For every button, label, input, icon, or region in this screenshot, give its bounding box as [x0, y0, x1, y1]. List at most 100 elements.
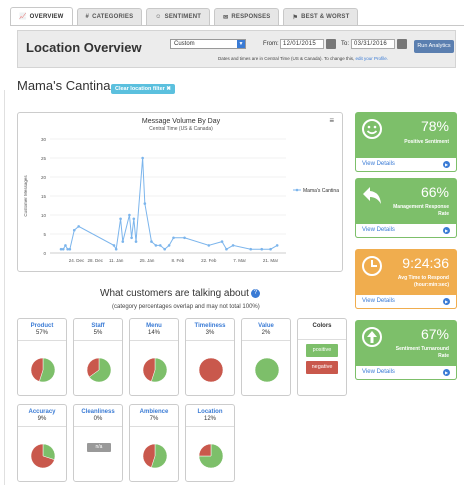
topic-percent: 7% — [149, 416, 159, 422]
kpi-label: Avg Time to Respond (hour:min:sec) — [397, 275, 449, 288]
divider — [298, 339, 346, 340]
data-point — [68, 247, 72, 251]
y-tick-label: 20 — [41, 175, 47, 180]
kpi-value: 66% — [420, 184, 449, 200]
to-date-input[interactable]: 03/31/2016 — [351, 39, 395, 49]
run-analytics-button[interactable]: Run Analytics — [414, 40, 454, 53]
arrow-right-icon: ▶ — [443, 369, 450, 376]
data-point — [275, 244, 279, 247]
help-icon[interactable]: ? — [250, 288, 260, 298]
tab-categories[interactable]: # CATEGORIES — [76, 8, 143, 25]
topic-card-accuracy[interactable]: Accuracy 9% — [17, 404, 67, 482]
x-tick-label: 11. Jan — [109, 258, 124, 263]
divider — [74, 426, 122, 427]
view-details-link[interactable]: View Details ▶ — [355, 224, 457, 238]
view-details-link[interactable]: View Details ▶ — [355, 295, 457, 309]
data-point — [77, 225, 80, 228]
data-point — [158, 244, 162, 247]
page-title: Location Overview — [26, 40, 142, 55]
divider — [74, 340, 122, 341]
data-point — [134, 240, 138, 243]
tab-overview[interactable]: 📈 OVERVIEW — [10, 7, 73, 25]
negative-swatch: negative — [306, 361, 338, 374]
pie-slice-negative — [142, 443, 156, 468]
sentiment-pie — [142, 443, 168, 469]
kpi-label: Management Response Rate — [393, 204, 449, 217]
data-point — [172, 236, 175, 240]
data-point — [112, 244, 116, 247]
y-tick-label: 10 — [41, 213, 47, 218]
smile-icon: ☺ — [155, 14, 162, 20]
legend-label: Mama's Cantina — [303, 188, 339, 194]
pie-slice-negative — [86, 357, 100, 378]
topic-percent: 2% — [261, 330, 271, 336]
data-point — [207, 244, 211, 247]
topic-card-product[interactable]: Product 57% — [17, 318, 67, 396]
kpi-label: Positive Sentiment — [404, 139, 449, 145]
kpi-value: 9:24:36 — [402, 255, 449, 271]
topic-card-staff[interactable]: Staff 5% — [73, 318, 123, 396]
x-tick-label: 21. Mar — [263, 258, 279, 263]
divider — [130, 340, 178, 341]
topic-name: Cleanliness — [81, 409, 115, 415]
from-date-input[interactable]: 12/01/2015 — [280, 39, 324, 49]
y-tick-label: 0 — [43, 251, 46, 256]
topic-card-menu[interactable]: Menu 14% — [129, 318, 179, 396]
topic-percent: 3% — [205, 330, 215, 336]
data-point — [61, 247, 65, 251]
divider — [242, 340, 290, 341]
chart-title: Message Volume By Day — [142, 118, 221, 125]
calendar-icon[interactable] — [326, 39, 336, 49]
tab-responses[interactable]: ✉ RESPONSES — [214, 8, 280, 25]
smile-icon — [362, 119, 382, 139]
overview-header: Location Overview Custom ▼ From: 12/01/20… — [17, 30, 456, 68]
y-axis-label: Customer Messages — [23, 175, 28, 217]
x-tick-label: 25. Jan — [140, 258, 155, 263]
topic-card-ambience[interactable]: Ambience 7% — [129, 404, 179, 482]
topics-title: What customers are talking about? — [100, 288, 260, 299]
topic-name: Location — [197, 409, 223, 415]
topic-card-value[interactable]: Value 2% — [241, 318, 291, 396]
data-point — [249, 247, 253, 251]
topic-card-timeliness[interactable]: Timeliness 3% — [185, 318, 235, 396]
pie-slice-positive — [88, 357, 112, 383]
edit-profile-link[interactable]: edit your Profile. — [355, 56, 389, 61]
chevron-down-icon: ▼ — [237, 40, 245, 48]
y-tick-label: 25 — [41, 156, 47, 161]
from-label: From: — [263, 41, 279, 47]
view-details-link[interactable]: View Details ▶ — [355, 158, 457, 172]
up-arrow-circle-icon — [362, 327, 382, 347]
kpi-label: Sentiment Turnaround Rate — [395, 346, 449, 359]
calendar-icon[interactable] — [397, 39, 407, 49]
chart-menu-icon[interactable]: ≡ — [329, 116, 334, 125]
line-chart-icon: 📈 — [19, 14, 27, 20]
pie-slice-positive — [254, 357, 280, 383]
data-point — [220, 240, 224, 243]
data-point — [121, 240, 125, 243]
tab-sentiment[interactable]: ☺ SENTIMENT — [146, 8, 211, 25]
kpi-card: 67% Sentiment Turnaround Rate View Detai… — [355, 320, 457, 380]
topic-name: Value — [258, 323, 274, 329]
date-range-select[interactable]: Custom ▼ — [170, 39, 246, 49]
data-point — [141, 156, 144, 160]
tab-bar: 📈 OVERVIEW # CATEGORIES ☺ SENTIMENT ✉ RESPON… — [10, 7, 359, 25]
topic-name: Timeliness — [194, 323, 226, 329]
topic-percent: 12% — [203, 416, 216, 422]
topics-subtitle: (category percentages overlap and may no… — [112, 304, 260, 310]
topic-card-location[interactable]: Location 12% — [185, 404, 235, 482]
arrow-right-icon: ▶ — [443, 161, 450, 168]
chat-icon: ✉ — [223, 14, 229, 21]
tab-best-worst[interactable]: ⚑ BEST & WORST — [283, 8, 359, 25]
data-point — [150, 240, 153, 243]
x-tick-label: 24. Dec — [69, 258, 85, 263]
topic-percent: 14% — [147, 330, 160, 336]
sentiment-pie — [254, 357, 280, 383]
divider — [186, 426, 234, 427]
topic-card-cleanliness[interactable]: Cleanliness 0% n/a — [73, 404, 123, 482]
y-tick-label: 15 — [41, 194, 47, 199]
view-details-link[interactable]: View Details ▶ — [355, 366, 457, 380]
clear-location-filter-button[interactable]: Clear location filter ✖ — [111, 84, 175, 94]
sentiment-pie — [198, 443, 224, 469]
left-border — [4, 90, 5, 485]
data-point — [143, 202, 147, 205]
